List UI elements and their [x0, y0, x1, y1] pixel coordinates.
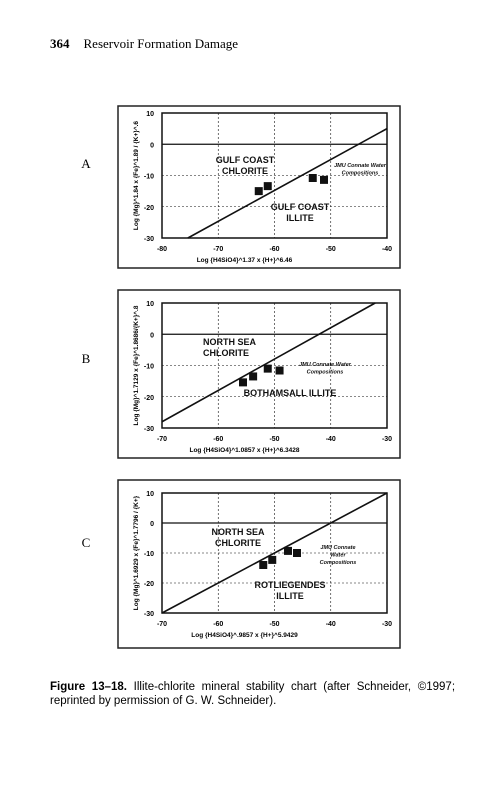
x-tick-label: -60	[269, 246, 279, 253]
boundary-line	[161, 302, 376, 423]
data-point	[268, 555, 277, 564]
y-tick-label: -10	[144, 551, 154, 558]
data-point	[254, 187, 263, 196]
annotation: CHLORITE	[203, 348, 249, 358]
annotation: JMU Connate Water	[299, 362, 352, 368]
y-tick-label: -30	[144, 426, 154, 433]
x-axis-label: Log {H4SiO4}^1.0857 x {H+}^6.3428	[189, 446, 299, 454]
y-tick-label: -20	[144, 395, 154, 402]
annotation: GULF COAST	[216, 155, 275, 165]
x-tick-label: -50	[269, 621, 279, 628]
panel-letter: A	[81, 156, 91, 171]
x-tick-label: -70	[157, 436, 167, 443]
y-tick-label: -20	[144, 205, 154, 212]
y-tick-label: 10	[146, 301, 154, 308]
boundary-line	[161, 492, 388, 614]
annotation: Water	[330, 553, 346, 559]
panel-frame	[117, 479, 401, 649]
y-tick-label: 0	[150, 332, 154, 339]
y-tick-label: 0	[150, 142, 154, 149]
annotation: Compositions	[342, 171, 379, 177]
y-tick-label: 0	[150, 521, 154, 528]
panel-frame	[117, 105, 401, 269]
data-point	[239, 378, 247, 387]
annotation: ILLITE	[276, 591, 304, 601]
annotation: CHLORITE	[215, 538, 261, 548]
x-tick-label: -60	[213, 621, 223, 628]
y-tick-label: -10	[144, 364, 154, 371]
caption-label: Figure 13–18.	[50, 681, 127, 693]
annotation: NORTH SEA	[203, 337, 257, 347]
annotation: GULF COAST	[271, 202, 330, 212]
x-tick-label: -70	[213, 246, 223, 253]
data-point	[263, 182, 272, 191]
y-tick-label: -10	[144, 174, 154, 181]
y-tick-label: -20	[144, 581, 154, 588]
x-tick-label: -50	[326, 246, 336, 253]
annotation: ILLITE	[286, 213, 314, 223]
data-point	[308, 174, 317, 182]
annotation: Compositions	[307, 370, 344, 376]
running-title: Reservoir Formation Damage	[83, 36, 239, 51]
panel-frame	[117, 289, 401, 459]
y-tick-label: 10	[146, 111, 154, 118]
annotation: JMU Connate	[320, 545, 355, 551]
x-tick-label: -80	[157, 246, 167, 253]
y-axis-label: Log {Mg}^1.84 x {Fe}^1.89 / {K+}^.6	[132, 121, 140, 230]
page-number: 364	[50, 36, 70, 51]
data-point	[284, 546, 292, 555]
data-point	[275, 366, 284, 375]
data-point	[259, 561, 268, 569]
annotation: Compositions	[320, 560, 357, 566]
data-point	[293, 549, 301, 557]
x-tick-label: -40	[326, 621, 336, 628]
annotation: ROTLIEGENDES	[254, 580, 325, 590]
y-axis-label: Log {Mg}^1.7129 x {Fe}^1.8686/{K+}^.8	[132, 305, 140, 425]
x-tick-label: -50	[269, 436, 279, 443]
y-tick-label: -30	[144, 236, 154, 243]
y-axis-label: Log {Mg}^1.6929 x {Fe}^1.7796 / {K+}	[132, 495, 140, 610]
x-tick-label: -70	[157, 621, 167, 628]
x-tick-label: -30	[382, 621, 392, 628]
x-tick-label: -40	[326, 436, 336, 443]
boundary-line	[187, 127, 388, 239]
x-tick-label: -40	[382, 246, 392, 253]
panel-letter: C	[82, 535, 91, 550]
data-point	[320, 175, 328, 184]
x-tick-label: -30	[382, 436, 392, 443]
caption-text: Illite-chlorite mineral stability chart …	[50, 681, 456, 707]
y-tick-label: 10	[146, 491, 154, 498]
data-point	[249, 372, 258, 381]
y-tick-label: -30	[144, 611, 154, 618]
data-point	[263, 364, 272, 373]
annotation: CHLORITE	[222, 166, 268, 176]
x-axis-label: Log {H4SiO4}^1.37 x {H+}^6.46	[197, 256, 293, 264]
chart: A 10 0 -10 -20 -30-80 -70 -60 -50 -40 Log {H4SiO4}…	[81, 105, 401, 269]
running-header: 364 Reservoir Formation Damage	[50, 36, 238, 52]
x-tick-label: -60	[213, 436, 223, 443]
annotation: NORTH SEA	[211, 527, 265, 537]
annotation: BOTHAMSALL ILLITE	[244, 388, 337, 398]
caption: Figure 13–18. Illite-chlorite mineral st…	[50, 680, 455, 708]
x-axis-label: Log {H4SiO4}^.9857 x {H+}^5.9429	[191, 631, 298, 639]
annotation: JMU Connate Water	[334, 163, 387, 169]
panel-letter: B	[82, 351, 91, 366]
